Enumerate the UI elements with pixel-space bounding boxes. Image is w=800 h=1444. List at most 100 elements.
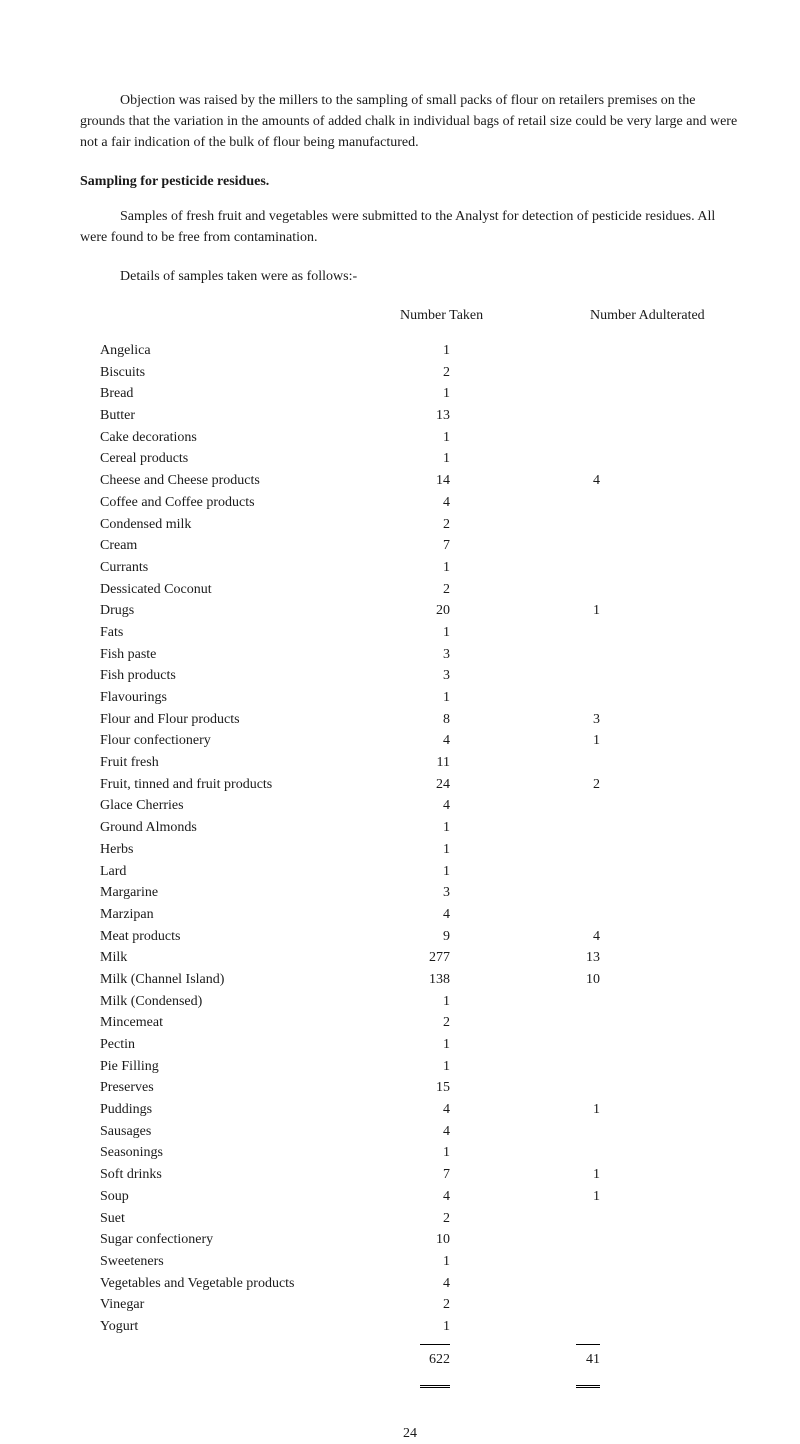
table-row: Meat products94: [100, 926, 740, 948]
row-taken: 1: [380, 383, 530, 405]
table-row: Herbs1: [100, 839, 740, 861]
row-adulterated: [530, 861, 740, 883]
table-total-row: 622 41: [100, 1344, 740, 1370]
row-label: Soft drinks: [100, 1164, 380, 1186]
row-taken: 4: [380, 1273, 530, 1295]
row-label: Puddings: [100, 1099, 380, 1121]
row-taken: 13: [380, 405, 530, 427]
row-adulterated: [530, 557, 740, 579]
row-adulterated: [530, 492, 740, 514]
row-label: Currants: [100, 557, 380, 579]
row-taken: 2: [380, 514, 530, 536]
row-adulterated: [530, 644, 740, 666]
row-label: Fish products: [100, 665, 380, 687]
total-spacer: [100, 1344, 380, 1370]
table-row: Milk (Condensed)1: [100, 991, 740, 1013]
table-row: Fruit, tinned and fruit products242: [100, 774, 740, 796]
row-taken: 4: [380, 1099, 530, 1121]
row-taken: 1: [380, 1142, 530, 1164]
row-taken: 1: [380, 1316, 530, 1338]
row-taken: 138: [380, 969, 530, 991]
row-label: Lard: [100, 861, 380, 883]
row-adulterated: 4: [530, 926, 740, 948]
row-adulterated: [530, 622, 740, 644]
samples-paragraph: Samples of fresh fruit and vegetables we…: [80, 206, 740, 248]
row-label: Pectin: [100, 1034, 380, 1056]
row-adulterated: [530, 817, 740, 839]
row-label: Margarine: [100, 882, 380, 904]
row-taken: 1: [380, 1056, 530, 1078]
row-adulterated: [530, 448, 740, 470]
row-label: Flavourings: [100, 687, 380, 709]
row-taken: 4: [380, 1186, 530, 1208]
row-adulterated: 13: [530, 947, 740, 969]
row-adulterated: 1: [530, 1186, 740, 1208]
row-adulterated: [530, 405, 740, 427]
row-label: Seasonings: [100, 1142, 380, 1164]
table-row: Soft drinks71: [100, 1164, 740, 1186]
table-row: Preserves15: [100, 1077, 740, 1099]
row-adulterated: 2: [530, 774, 740, 796]
row-adulterated: 1: [530, 1099, 740, 1121]
table-row: Sugar confectionery10: [100, 1229, 740, 1251]
row-adulterated: [530, 839, 740, 861]
row-label: Fish paste: [100, 644, 380, 666]
table-row: Milk (Channel Island)13810: [100, 969, 740, 991]
row-adulterated: 4: [530, 470, 740, 492]
page-number: 24: [80, 1423, 740, 1444]
row-adulterated: [530, 1251, 740, 1273]
row-label: Angelica: [100, 340, 380, 362]
row-label: Cream: [100, 535, 380, 557]
table-row: Sausages4: [100, 1121, 740, 1143]
row-taken: 1: [380, 448, 530, 470]
row-adulterated: 1: [530, 730, 740, 752]
row-taken: 10: [380, 1229, 530, 1251]
row-label: Sugar confectionery: [100, 1229, 380, 1251]
row-adulterated: [530, 882, 740, 904]
row-taken: 24: [380, 774, 530, 796]
table-row: Vegetables and Vegetable products4: [100, 1273, 740, 1295]
table-row: Butter13: [100, 405, 740, 427]
row-adulterated: [530, 535, 740, 557]
row-label: Marzipan: [100, 904, 380, 926]
table-row: Ground Almonds1: [100, 817, 740, 839]
row-label: Drugs: [100, 600, 380, 622]
row-taken: 4: [380, 904, 530, 926]
row-label: Biscuits: [100, 362, 380, 384]
row-taken: 4: [380, 730, 530, 752]
row-adulterated: 1: [530, 600, 740, 622]
row-adulterated: [530, 1121, 740, 1143]
row-taken: 1: [380, 622, 530, 644]
table-row: Fish products3: [100, 665, 740, 687]
row-label: Sausages: [100, 1121, 380, 1143]
row-adulterated: [530, 383, 740, 405]
table-header-row: Number Taken Number Adulterated: [100, 305, 740, 326]
row-label: Milk: [100, 947, 380, 969]
row-taken: 1: [380, 839, 530, 861]
table-row: Bread1: [100, 383, 740, 405]
table-row: Mincemeat2: [100, 1012, 740, 1034]
row-taken: 20: [380, 600, 530, 622]
row-label: Fats: [100, 622, 380, 644]
row-label: Herbs: [100, 839, 380, 861]
row-taken: 1: [380, 557, 530, 579]
row-adulterated: [530, 991, 740, 1013]
header-number-adulterated: Number Adulterated: [530, 305, 740, 326]
row-adulterated: [530, 1142, 740, 1164]
row-adulterated: [530, 1208, 740, 1230]
row-taken: 3: [380, 665, 530, 687]
row-taken: 3: [380, 644, 530, 666]
total-adulterated: 41: [576, 1344, 600, 1370]
table-row: Drugs201: [100, 600, 740, 622]
row-adulterated: [530, 1056, 740, 1078]
row-taken: 1: [380, 861, 530, 883]
row-taken: 4: [380, 795, 530, 817]
row-label: Bread: [100, 383, 380, 405]
row-taken: 2: [380, 1208, 530, 1230]
table-row: Pectin1: [100, 1034, 740, 1056]
row-adulterated: [530, 904, 740, 926]
row-taken: 14: [380, 470, 530, 492]
row-taken: 4: [380, 1121, 530, 1143]
row-taken: 11: [380, 752, 530, 774]
row-adulterated: [530, 514, 740, 536]
